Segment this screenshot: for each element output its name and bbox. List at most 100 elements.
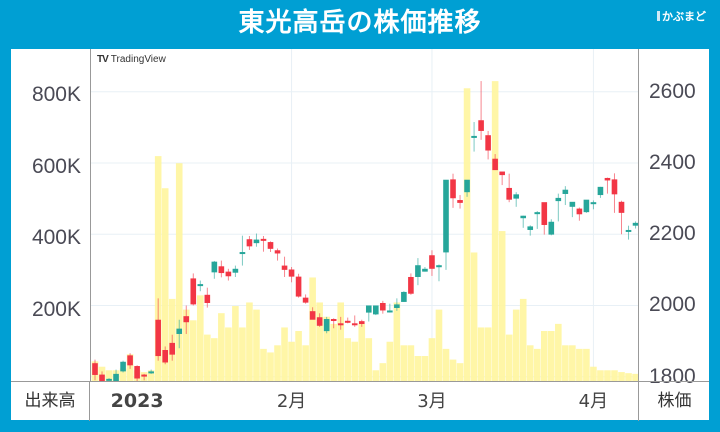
volume-bar [526, 345, 534, 381]
candle [127, 355, 133, 366]
candle [618, 201, 625, 213]
volume-bar [597, 370, 604, 381]
candle [176, 328, 183, 334]
volume-bar [119, 368, 127, 381]
volume-bar [611, 370, 618, 381]
candle [281, 265, 288, 270]
volume-bar [540, 331, 548, 381]
volume-bar [456, 363, 464, 381]
volume-bar [442, 348, 450, 381]
volume-bar [323, 316, 330, 381]
volume-bar [232, 306, 239, 381]
tradingview-logo-icon: TV [97, 54, 109, 65]
volume-bar [421, 356, 429, 381]
volume-tick: 400K [31, 226, 81, 250]
candle [478, 120, 484, 131]
volume-bar [618, 372, 625, 381]
candle [380, 302, 386, 311]
candle [330, 319, 337, 322]
candle [141, 374, 147, 377]
plot-area[interactable]: TV TradingView [90, 49, 639, 381]
candle [555, 197, 562, 202]
volume-bar [435, 309, 443, 381]
price-tick: 2400 [649, 150, 696, 174]
volume-bar [239, 327, 246, 381]
candle [155, 319, 161, 357]
candle [288, 269, 295, 277]
volume-bar [393, 302, 401, 381]
volume-bar [295, 331, 302, 381]
volume-bar [147, 370, 155, 381]
candle [534, 212, 541, 215]
volume-bar [484, 327, 492, 381]
candle [590, 202, 597, 205]
price-tick: 2600 [649, 79, 696, 103]
price-label: 株価 [638, 382, 710, 421]
volume-bar [288, 341, 295, 381]
volume-bar [505, 334, 513, 381]
volume-bar [632, 373, 639, 381]
volume-bar [365, 338, 373, 381]
candle [239, 252, 246, 255]
candle [365, 305, 372, 313]
candle [120, 361, 126, 372]
volume-bar [386, 341, 394, 381]
candle [457, 200, 463, 203]
volume-bar [309, 277, 316, 381]
volume-bar [407, 345, 415, 381]
volume-bar [400, 345, 408, 381]
volume-bar [182, 309, 190, 381]
candlestick-chart [91, 49, 639, 381]
volume-tick: 800K [31, 83, 81, 107]
candle [520, 215, 527, 219]
volume-bar [211, 338, 218, 381]
candle [211, 261, 218, 273]
candle [267, 242, 274, 249]
candle [597, 186, 604, 196]
candle [260, 238, 267, 241]
volume-bar [175, 163, 183, 381]
candle [450, 179, 456, 199]
volume-bar [449, 359, 457, 381]
candle [148, 371, 154, 374]
date-tick: 4月 [578, 391, 609, 412]
volume-bar [351, 341, 359, 381]
candle [387, 310, 393, 313]
volume-bar [189, 320, 197, 381]
volume-label: 出来高 [11, 382, 90, 421]
volume-bar [267, 352, 274, 381]
candle [225, 271, 232, 277]
volume-tick: 600K [31, 154, 81, 178]
volume-bar [197, 295, 204, 381]
volume-bar [274, 345, 281, 381]
candle [415, 265, 421, 277]
volume-bar [337, 302, 344, 381]
volume-bar [512, 309, 520, 381]
candle [106, 378, 112, 381]
candle [337, 323, 344, 326]
volume-bar [491, 81, 499, 381]
candle [611, 179, 618, 195]
volume-bar [218, 313, 225, 381]
candle [295, 276, 302, 297]
volume-tick: 200K [31, 297, 81, 321]
candle [183, 316, 190, 323]
candle [134, 366, 140, 379]
volume-axis: 800K 600K 400K 200K [11, 49, 89, 381]
candle [408, 276, 414, 294]
candle [190, 278, 197, 305]
price-tick: 2200 [649, 222, 696, 246]
candle [471, 135, 477, 138]
volume-bar [477, 327, 485, 381]
volume-bar [260, 348, 267, 381]
candle [169, 342, 176, 355]
volume-bar [555, 323, 562, 381]
candle [394, 304, 400, 308]
volume-bar [569, 345, 576, 381]
candle [92, 363, 98, 375]
volume-bar [625, 373, 632, 381]
candle [232, 268, 239, 273]
candle [253, 239, 260, 244]
volume-bar [302, 345, 309, 381]
candle [197, 284, 204, 287]
